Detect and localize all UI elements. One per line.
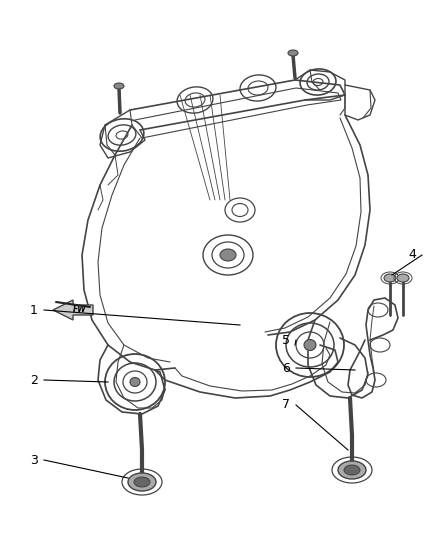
Ellipse shape xyxy=(114,83,124,89)
Text: 2: 2 xyxy=(30,374,38,386)
Ellipse shape xyxy=(128,473,156,491)
Text: 5: 5 xyxy=(282,334,290,346)
Ellipse shape xyxy=(130,377,140,386)
Polygon shape xyxy=(53,300,93,320)
Text: 1: 1 xyxy=(30,303,38,317)
Ellipse shape xyxy=(288,50,298,56)
Text: 6: 6 xyxy=(282,361,290,375)
Text: 4: 4 xyxy=(408,248,416,262)
Text: FW: FW xyxy=(73,305,87,314)
Ellipse shape xyxy=(338,461,366,479)
Ellipse shape xyxy=(397,274,409,282)
Text: 3: 3 xyxy=(30,454,38,466)
Ellipse shape xyxy=(384,274,396,282)
Ellipse shape xyxy=(134,477,150,487)
Ellipse shape xyxy=(220,249,236,261)
Ellipse shape xyxy=(344,465,360,475)
Text: 7: 7 xyxy=(282,399,290,411)
Ellipse shape xyxy=(304,340,316,351)
